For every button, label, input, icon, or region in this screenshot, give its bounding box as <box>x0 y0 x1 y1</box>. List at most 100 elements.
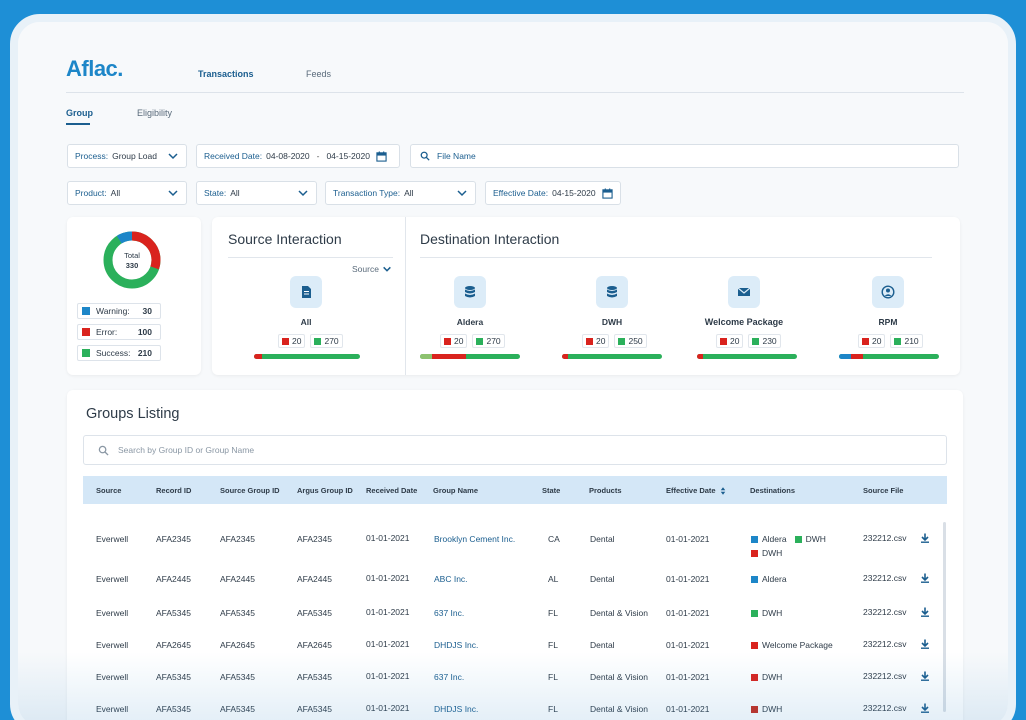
col-effective-date[interactable]: Effective Date <box>666 486 726 495</box>
cell-file: 232212.csv <box>863 533 907 543</box>
download-icon[interactable] <box>920 607 930 617</box>
calendar-icon[interactable] <box>601 187 613 199</box>
cell-state: FL <box>548 672 558 682</box>
destination-swatch <box>751 609 758 617</box>
cell-group[interactable]: DHDJS Inc. <box>434 704 479 714</box>
destination-swatch <box>794 535 802 543</box>
cell-received: 01-01-2021 <box>366 533 410 543</box>
success-label: Success: <box>96 348 131 358</box>
source-all-label: All <box>300 317 312 327</box>
download-icon[interactable] <box>920 703 930 713</box>
cell-group[interactable]: 637 Inc. <box>434 608 465 618</box>
cell-source: Everwell <box>96 672 129 682</box>
cell-source: Everwell <box>96 608 129 618</box>
welcome-success-count: 230 <box>762 336 777 346</box>
cell-group[interactable]: 637 Inc. <box>434 672 465 682</box>
destination-tag: Welcome Package <box>751 640 833 650</box>
download-icon[interactable] <box>920 533 930 543</box>
cell-sgid: AFA5345 <box>220 608 255 618</box>
destination-tag: DWH <box>751 704 782 714</box>
error-swatch <box>82 328 90 336</box>
cell-state: AL <box>548 574 559 584</box>
table-scrollbar[interactable] <box>943 522 946 712</box>
cell-state: FL <box>548 640 558 650</box>
source-success-count: 270 <box>324 336 339 346</box>
dwh-success-count: 250 <box>628 336 643 346</box>
vertical-divider <box>405 217 406 375</box>
download-icon[interactable] <box>920 573 930 583</box>
col-group-name[interactable]: Group Name <box>433 486 479 495</box>
cell-destinations: Aldera <box>751 574 847 584</box>
chevron-down-icon <box>383 266 391 272</box>
dest-rpm-label: RPM <box>878 317 898 327</box>
dwh-error-count: 20 <box>596 336 606 346</box>
donut-total: 330 <box>125 261 139 270</box>
transaction-type-select[interactable]: Transaction Type: All <box>325 181 476 205</box>
subtab-eligibility[interactable]: Eligibility <box>137 108 173 118</box>
received-date-range[interactable]: Received Date: 04-08-2020 - 04-15-2020 <box>196 144 400 168</box>
file-name-search[interactable]: File Name <box>410 144 959 168</box>
sort-icon[interactable] <box>720 487 726 495</box>
download-icon[interactable] <box>920 639 930 649</box>
col-state[interactable]: State <box>542 486 561 495</box>
aldera-error-count: 20 <box>454 336 464 346</box>
database-icon <box>596 276 628 308</box>
destination-tag: DWH <box>751 608 782 618</box>
source-all-bar <box>254 354 360 359</box>
destination-label: DWH <box>762 548 783 558</box>
warning-label: Warning: <box>96 306 130 316</box>
state-label: State: <box>204 188 227 198</box>
cell-group[interactable]: DHDJS Inc. <box>434 640 479 650</box>
rpm-error-count: 20 <box>872 336 882 346</box>
state-select[interactable]: State: All <box>196 181 317 205</box>
cell-file: 232212.csv <box>863 703 907 713</box>
cell-effective: 01-01-2021 <box>666 574 710 584</box>
cell-effective: 01-01-2021 <box>666 672 710 682</box>
col-source[interactable]: Source <box>96 486 122 495</box>
process-select[interactable]: Process: Group Load <box>67 144 187 168</box>
col-products[interactable]: Products <box>589 486 622 495</box>
rpm-success-count: 210 <box>904 336 919 346</box>
product-select[interactable]: Product: All <box>67 181 187 205</box>
dest-dwh-bar <box>562 354 662 359</box>
cell-group[interactable]: Brooklyn Cement Inc. <box>434 534 516 544</box>
cell-effective: 01-01-2021 <box>666 704 710 714</box>
destination-tag: DWH <box>794 534 826 544</box>
subtab-group[interactable]: Group <box>66 108 93 118</box>
col-record-id[interactable]: Record ID <box>156 486 192 495</box>
group-search-placeholder: Search by Group ID or Group Name <box>118 445 255 455</box>
col-source-file[interactable]: Source File <box>863 486 904 495</box>
process-label: Process: <box>75 151 109 161</box>
aldera-success-count: 270 <box>486 336 501 346</box>
source-dropdown[interactable]: Source <box>352 264 392 274</box>
received-from: 04-08-2020 <box>266 151 310 161</box>
col-source-group-id[interactable]: Source Group ID <box>220 486 280 495</box>
tab-transactions[interactable]: Transactions <box>198 69 254 79</box>
legend-success: Success: 210 <box>77 345 161 361</box>
destination-tag: Aldera <box>751 574 787 584</box>
product-value: All <box>110 188 121 198</box>
cell-sgid: AFA5345 <box>220 704 255 714</box>
destination-divider <box>420 257 932 258</box>
calendar-icon[interactable] <box>376 150 387 162</box>
cell-record: AFA2645 <box>156 640 191 650</box>
group-search-input[interactable]: Search by Group ID or Group Name <box>83 435 947 465</box>
col-received-date[interactable]: Received Date <box>366 486 418 495</box>
state-value: All <box>230 188 240 198</box>
download-icon[interactable] <box>920 671 930 681</box>
cell-group[interactable]: ABC Inc. <box>434 574 468 584</box>
tab-feeds[interactable]: Feeds <box>306 69 332 79</box>
dest-rpm-counts: 20 210 <box>858 334 923 348</box>
effective-date-picker[interactable]: Effective Date: 04-15-2020 <box>485 181 621 205</box>
cell-destinations: DWH <box>751 704 847 714</box>
cell-destinations: DWH <box>751 608 847 618</box>
col-argus-group-id[interactable]: Argus Group ID <box>297 486 353 495</box>
cell-state: FL <box>548 704 558 714</box>
dest-welcome-bar <box>697 354 797 359</box>
aflac-logo[interactable]: Aflac. <box>66 56 123 81</box>
cell-received: 01-01-2021 <box>366 671 410 681</box>
warning-swatch <box>82 307 90 315</box>
cell-agid: AFA5345 <box>297 608 332 618</box>
col-destinations[interactable]: Destinations <box>750 486 796 495</box>
cell-products: Dental & Vision <box>590 672 648 682</box>
